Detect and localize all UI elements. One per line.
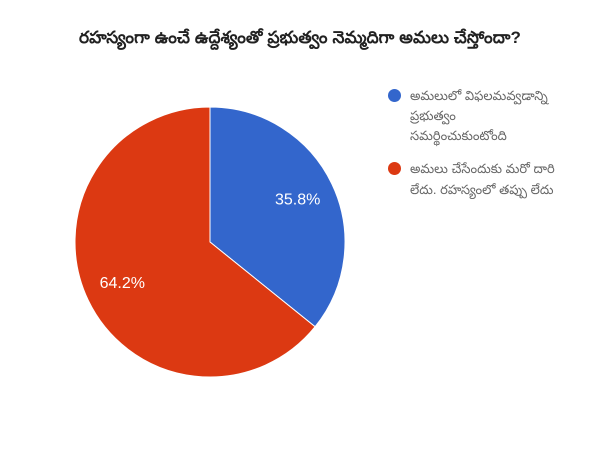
pie-slice-0[interactable]	[209, 106, 346, 328]
pie-chart-svg: 35.8% 64.2%	[74, 106, 346, 378]
legend-swatch-red-circle-icon	[388, 162, 401, 176]
pie-slice-percent-label-1: 64.2%	[100, 275, 145, 292]
legend-item-red[interactable]: అమలు చేసేందుకు మరో దారి లేదు. రహస్యంలో త…	[388, 159, 556, 199]
legend-swatch-blue-circle-icon	[388, 89, 401, 102]
legend-label: అమలు చేసేందుకు మరో దారి లేదు. రహస్యంలో త…	[410, 161, 555, 197]
legend-item-blue[interactable]: అమలులో విఫలమవ్వడాన్ని ప్రభుత్వం సమర్థించ…	[388, 86, 556, 146]
pie-slice-1[interactable]	[74, 106, 316, 378]
chart-title: రహస్యంగా ఉంచే ఉద్దేశ్యంతో ప్రభుత్వం నెమ్…	[78, 28, 522, 47]
legend-label: అమలులో విఫలమవ్వడాన్ని ప్రభుత్వం సమర్థించ…	[410, 88, 548, 144]
chart-legend: అమలులో విఫలమవ్వడాన్ని ప్రభుత్వం సమర్థించ…	[388, 86, 556, 213]
pie-slice-percent-label-0: 35.8%	[275, 191, 320, 208]
pie-chart-area: 35.8% 64.2%	[60, 92, 360, 392]
